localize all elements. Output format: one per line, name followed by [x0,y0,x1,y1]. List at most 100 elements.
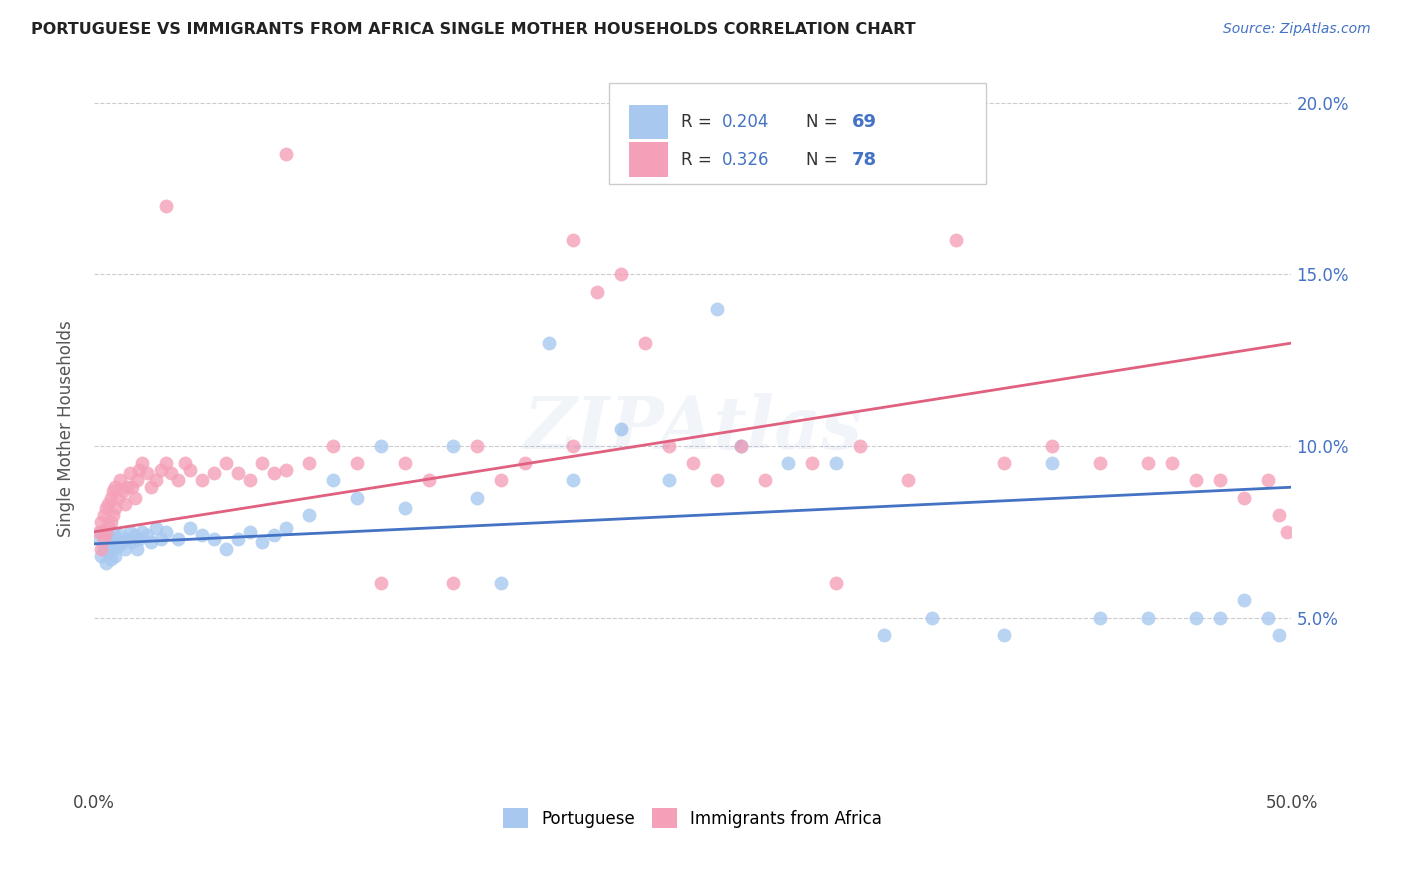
Point [610,268,633,282]
Point [101,541,124,556]
Point [465,439,488,453]
Point [250,456,273,470]
Point [1268,628,1291,642]
Text: 0.326: 0.326 [721,151,769,169]
Point [101,483,124,498]
Point [97,528,120,542]
Text: Source: ZipAtlas.com: Source: ZipAtlas.com [1223,22,1371,37]
Point [993,628,1015,642]
Text: R =: R = [681,151,717,169]
Point [117,532,139,546]
Point [94,524,117,539]
Point [1256,474,1278,488]
Point [394,456,416,470]
Point [100,532,122,546]
Point [1256,610,1278,624]
Legend: Portuguese, Immigrants from Africa: Portuguese, Immigrants from Africa [496,801,889,835]
Point [561,233,583,247]
Point [226,532,249,546]
Point [110,474,132,488]
Point [513,456,536,470]
Point [658,439,681,453]
Text: 78: 78 [852,151,877,169]
Point [128,532,150,546]
Point [87,532,110,546]
Point [150,463,173,477]
Point [214,456,236,470]
Point [239,474,262,488]
FancyBboxPatch shape [630,105,668,139]
Point [118,524,141,539]
Point [93,541,115,556]
Point [1208,610,1230,624]
Point [634,336,657,351]
Point [131,524,153,539]
Point [263,467,285,481]
Point [94,539,117,553]
Y-axis label: Single Mother Households: Single Mother Households [58,320,75,537]
Point [97,545,120,559]
Point [322,474,344,488]
Point [93,535,115,549]
Point [1184,610,1206,624]
Point [1232,593,1254,607]
Point [101,524,124,539]
Point [418,474,440,488]
Point [107,532,129,546]
Text: PORTUGUESE VS IMMIGRANTS FROM AFRICA SINGLE MOTHER HOUSEHOLDS CORRELATION CHART: PORTUGUESE VS IMMIGRANTS FROM AFRICA SIN… [31,22,915,37]
Point [166,474,188,488]
Point [202,467,225,481]
Point [1136,610,1159,624]
Point [114,497,136,511]
Point [298,508,321,522]
Point [849,439,872,453]
Point [166,532,188,546]
Point [179,521,201,535]
Point [1232,491,1254,505]
Point [537,336,560,351]
Text: N =: N = [807,113,844,131]
Text: R =: R = [681,113,717,131]
Point [658,474,681,488]
Point [921,610,943,624]
FancyBboxPatch shape [609,83,986,184]
Point [945,233,967,247]
Point [1088,610,1111,624]
Point [90,515,112,529]
Point [155,456,177,470]
Point [150,532,173,546]
Point [94,500,117,515]
Point [104,500,127,515]
Text: 69: 69 [852,113,877,131]
Point [135,467,157,481]
Point [118,467,141,481]
Point [346,491,368,505]
Text: ZIPAtlas: ZIPAtlas [523,393,862,465]
Point [104,535,127,549]
Point [586,285,609,299]
Point [993,456,1015,470]
Point [114,541,136,556]
Point [90,549,112,563]
Point [174,456,197,470]
Point [1088,456,1111,470]
Point [1268,508,1291,522]
Point [239,524,262,539]
Point [124,491,146,505]
Point [370,576,392,591]
Point [121,480,143,494]
Point [104,549,127,563]
Point [754,474,776,488]
Point [1136,456,1159,470]
Point [100,515,122,529]
Point [682,456,704,470]
Point [1160,456,1182,470]
Point [873,628,896,642]
Point [111,535,134,549]
Point [1040,439,1063,453]
Point [90,541,112,556]
Point [117,480,139,494]
Point [101,508,124,522]
Point [97,518,120,533]
Point [465,491,488,505]
